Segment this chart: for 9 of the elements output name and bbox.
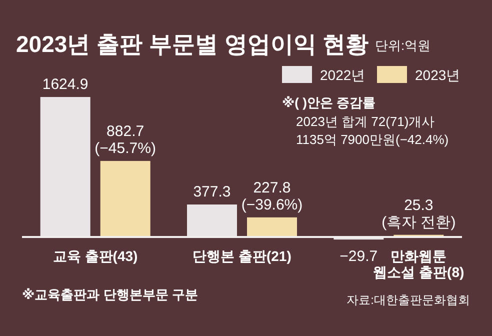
annotation: ※( )안은 증감률 (282, 95, 376, 110)
annotation: 자료:대한출판문화협회 (346, 293, 470, 307)
annotation: 2023년 합계 72(71)개사 (296, 114, 435, 129)
bar (247, 217, 297, 237)
title: 2023년 출판 부문별 영업이익 현황 (16, 31, 369, 57)
subtitle: 단위:억원 (375, 38, 431, 53)
bar (100, 160, 150, 237)
annotation: ※교육출판과 단행본부문 구분 (22, 287, 198, 302)
annotation: 1135억 7900만원(−42.4%) (296, 132, 449, 147)
